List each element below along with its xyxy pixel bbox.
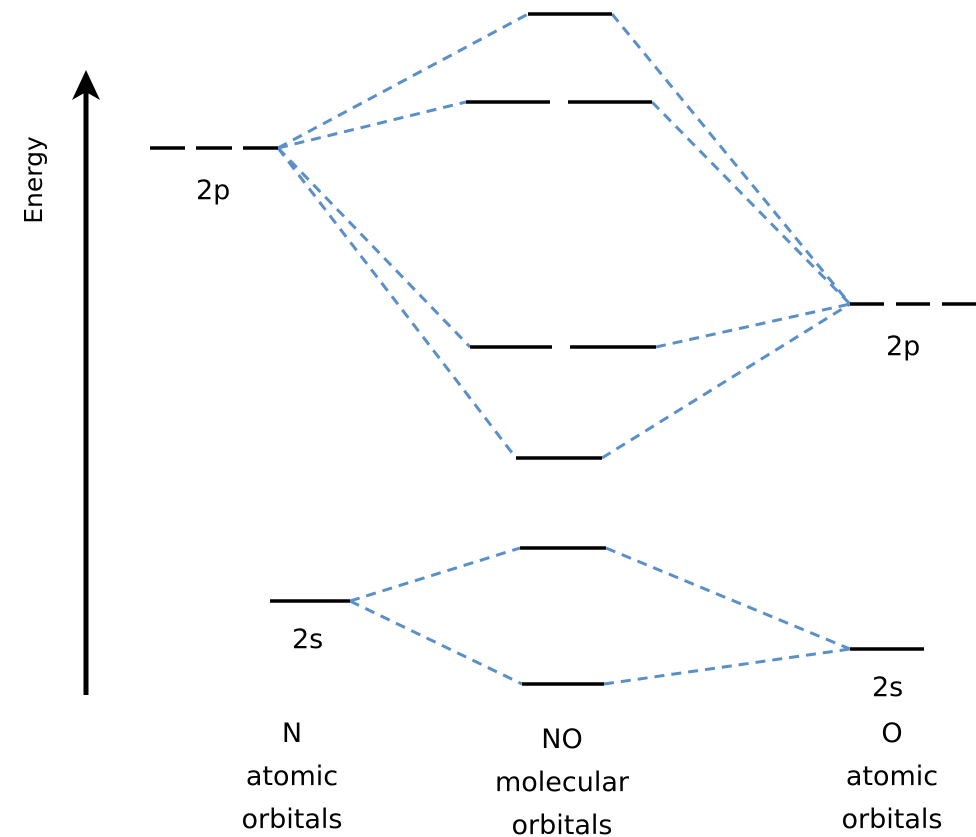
heading-line: N [282,718,302,749]
correlation-line [655,302,851,349]
heading-line: molecular [495,767,630,798]
correlation-line [276,147,518,459]
correlation-line [277,100,467,150]
heading-line: NO [541,724,582,755]
correlation-line [277,12,529,150]
heading-line: atomic [846,761,938,792]
no-molecular-heading: NO molecular orbitals [495,724,630,837]
n-atomic-heading: N atomic orbitals [242,718,343,835]
correlation-line [603,647,851,686]
correlation-line [610,13,852,305]
o-2s-label: 2s [872,672,903,703]
correlation-line [276,146,472,349]
heading-line: orbitals [842,804,943,835]
correlation-line [349,546,521,603]
o-atomic-heading: O atomic orbitals [842,718,943,835]
no-molecular-levels [466,12,656,686]
correlation-lines [276,12,852,686]
heading-line: orbitals [242,804,343,835]
correlation-line [601,302,851,460]
heading-line: atomic [246,761,338,792]
n-2p-label: 2p [196,175,230,206]
heading-line: orbitals [512,810,613,837]
correlation-line [650,100,852,306]
correlation-line [349,599,523,686]
heading-line: O [881,718,902,749]
energy-axis-label: Energy [19,136,48,224]
axis-arrow-icon [72,70,100,100]
o-2p-label: 2p [886,331,920,362]
correlation-line [605,546,851,651]
n-2s-label: 2s [292,624,323,655]
o-atomic-levels [850,302,976,651]
energy-axis: Energy [19,70,100,695]
n-atomic-levels [150,146,350,603]
